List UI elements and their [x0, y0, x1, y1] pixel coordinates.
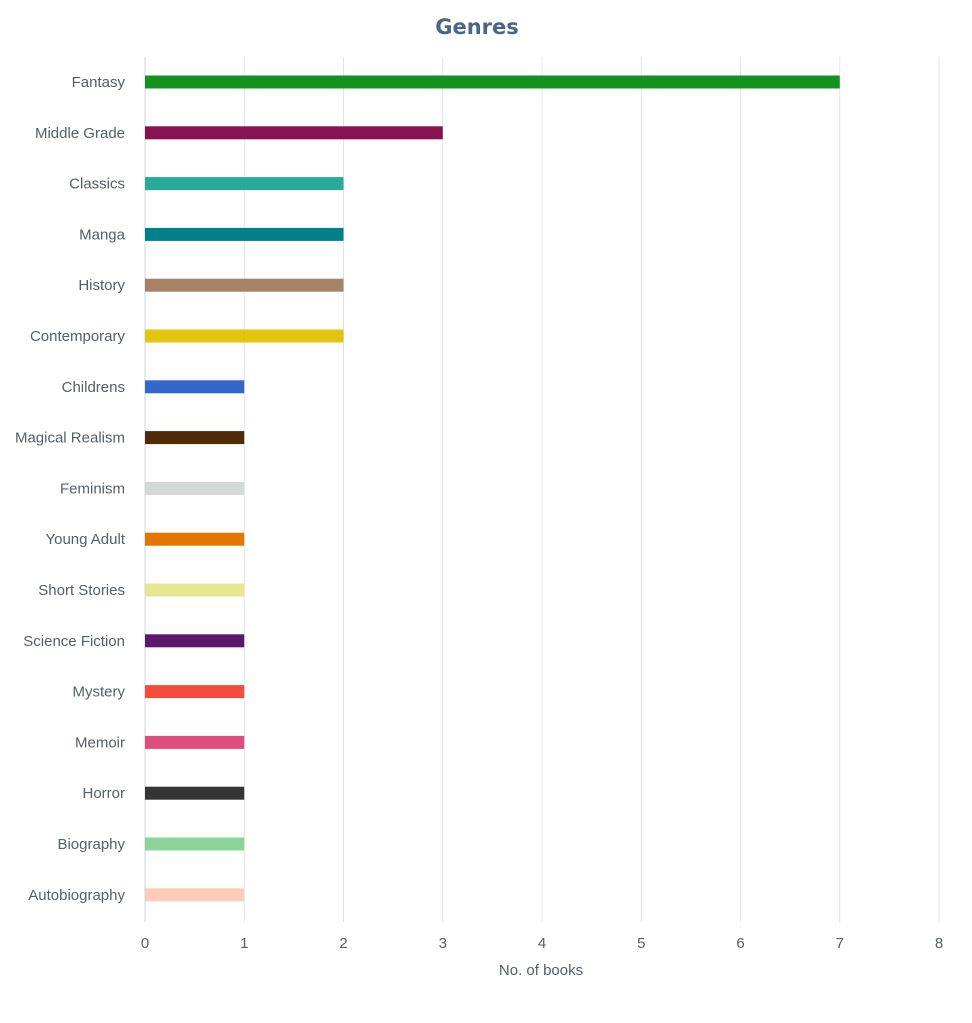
category-label: Fantasy — [72, 74, 126, 91]
bar[interactable] — [145, 735, 245, 749]
category-label: Short Stories — [38, 582, 125, 599]
bar[interactable] — [145, 431, 245, 445]
category-label: Science Fiction — [23, 633, 125, 650]
x-tick-label: 0 — [141, 935, 149, 952]
x-tick-label: 7 — [836, 935, 844, 952]
category-label: Feminism — [60, 480, 125, 497]
x-tick-label: 5 — [637, 935, 645, 952]
x-axis-label: No. of books — [499, 962, 583, 979]
bar[interactable] — [145, 685, 245, 699]
category-label: Manga — [79, 226, 126, 243]
bar[interactable] — [145, 481, 245, 495]
bar[interactable] — [145, 126, 443, 140]
category-label: Mystery — [73, 684, 126, 701]
category-label: History — [78, 277, 125, 294]
category-label: Contemporary — [30, 328, 126, 345]
x-axis-ticks: 0 1 2 3 4 5 6 7 8 — [141, 935, 943, 952]
bar[interactable] — [145, 227, 344, 241]
gridlines — [144, 57, 940, 922]
bar[interactable] — [145, 329, 344, 343]
x-tick-label: 8 — [935, 935, 943, 952]
bar[interactable] — [145, 532, 245, 546]
bars — [145, 75, 840, 902]
x-tick-label: 2 — [339, 935, 347, 952]
category-label: Memoir — [75, 734, 125, 751]
bar[interactable] — [145, 634, 245, 648]
bar[interactable] — [145, 380, 245, 394]
bar[interactable] — [145, 888, 245, 902]
bar[interactable] — [145, 75, 840, 89]
category-label: Young Adult — [45, 531, 125, 548]
category-labels: Fantasy Middle Grade Classics Manga History C… — [15, 74, 126, 904]
x-tick-label: 6 — [736, 935, 744, 952]
category-label: Autobiography — [28, 887, 125, 904]
category-label: Childrens — [62, 379, 125, 396]
chart-title: Genres — [435, 15, 519, 39]
category-label: Horror — [82, 785, 125, 802]
bar[interactable] — [145, 583, 245, 597]
category-label: Magical Realism — [15, 430, 125, 447]
bar[interactable] — [145, 786, 245, 800]
bar[interactable] — [145, 177, 344, 191]
bar[interactable] — [145, 278, 344, 292]
bar[interactable] — [145, 837, 245, 851]
category-label: Classics — [69, 176, 125, 193]
category-label: Biography — [57, 836, 125, 853]
category-label: Middle Grade — [35, 125, 125, 142]
x-tick-label: 3 — [439, 935, 447, 952]
x-tick-label: 1 — [240, 935, 248, 952]
x-tick-label: 4 — [538, 935, 546, 952]
